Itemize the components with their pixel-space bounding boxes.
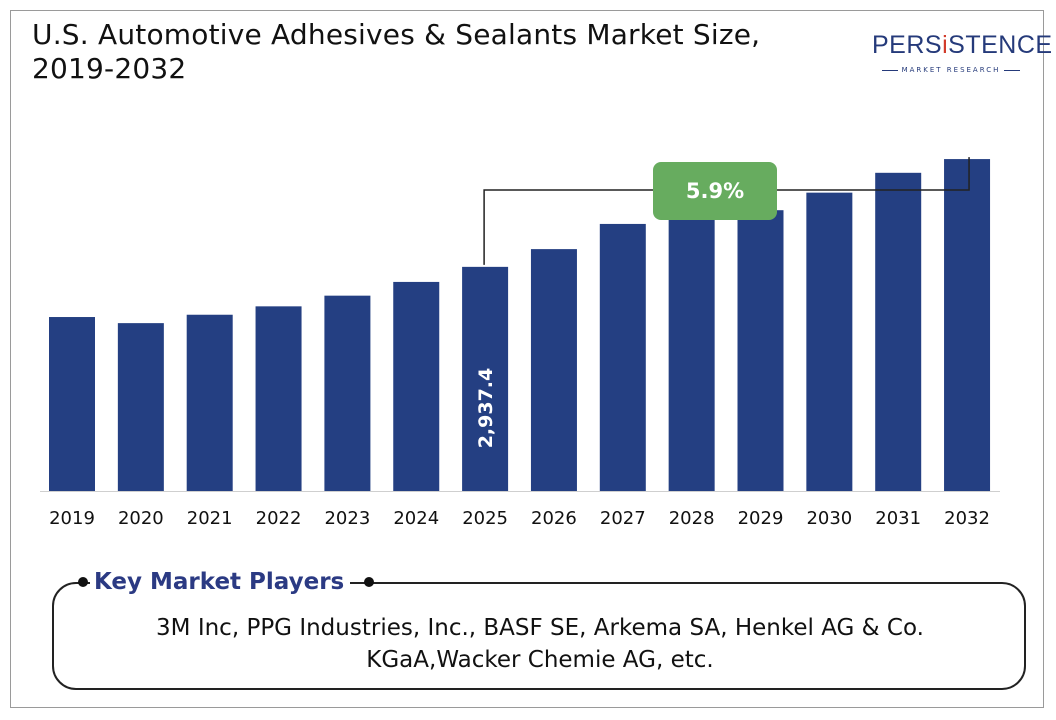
bar-2028 (668, 210, 715, 491)
bullet-dot-left (78, 577, 88, 587)
x-tick-label-2031: 2031 (875, 508, 921, 529)
key-players-heading: Key Market Players (90, 566, 351, 598)
key-players-box (52, 582, 1026, 690)
x-tick-label-2019: 2019 (49, 508, 95, 529)
x-tick-label-2022: 2022 (256, 508, 302, 529)
x-tick-label-2025: 2025 (462, 508, 508, 529)
bar-2030 (806, 192, 853, 491)
cagr-badge (653, 162, 777, 220)
bar-2021 (186, 314, 233, 491)
x-tick-label-2020: 2020 (118, 508, 164, 529)
bar-2025 (462, 266, 509, 491)
bar-2023 (324, 295, 371, 491)
logo-wordmark: PERSiSTENCE (872, 31, 1053, 59)
x-tick-label-2026: 2026 (531, 508, 577, 529)
x-tick-label-2023: 2023 (324, 508, 370, 529)
bar-2026 (530, 249, 577, 491)
bar-2029 (737, 210, 784, 491)
bar-2020 (117, 323, 164, 491)
key-players-line-1: 3M Inc, PPG Industries, Inc., BASF SE, A… (156, 615, 924, 641)
bar-2019 (49, 317, 95, 491)
x-tick-label-2032: 2032 (944, 508, 990, 529)
x-tick-label-2028: 2028 (669, 508, 715, 529)
data-label-2025: 2,937.4 (475, 368, 497, 449)
x-tick-label-2030: 2030 (806, 508, 852, 529)
logo-tagline: MARKET RESEARCH (872, 66, 1030, 75)
x-tick-label-2029: 2029 (738, 508, 784, 529)
key-players-list: 3M Inc, PPG Industries, Inc., BASF SE, A… (80, 612, 1000, 676)
chart-title: U.S. Automotive Adhesives & Sealants Mar… (32, 18, 761, 85)
cagr-label: 5.9% (686, 179, 744, 203)
bar-2024 (393, 281, 440, 491)
x-tick-label-2024: 2024 (393, 508, 439, 529)
bar-2022 (255, 306, 302, 491)
bar-2032 (944, 159, 991, 491)
bar-2031 (875, 172, 922, 492)
bullet-dot-right (364, 577, 374, 587)
bar-chart: 2019 2020 2021 2022 2023 2024 2025 2026 2027 2028… (40, 157, 1000, 529)
persistence-logo: PERSiSTENCE MARKET RESEARCH (872, 28, 1053, 78)
key-players-line-2: KGaA,Wacker Chemie AG, etc. (366, 647, 714, 673)
bar-2027 (599, 223, 646, 491)
x-tick-label-2021: 2021 (187, 508, 233, 529)
x-tick-label-2027: 2027 (600, 508, 646, 529)
